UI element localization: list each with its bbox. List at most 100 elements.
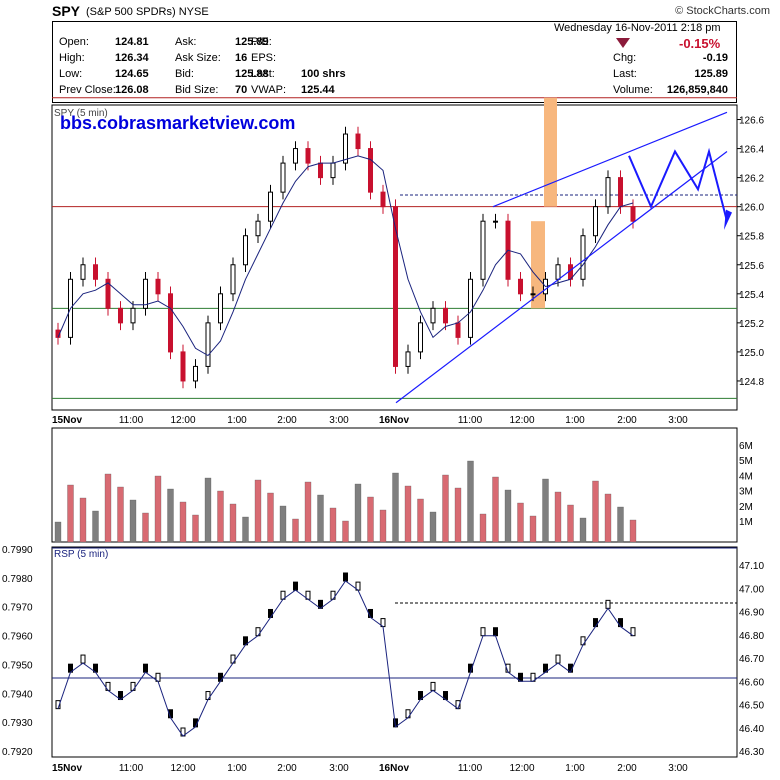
volume-bar — [117, 486, 124, 543]
quote-label: Open: — [59, 36, 89, 48]
volume-bar — [67, 484, 74, 543]
candle — [205, 322, 211, 367]
candle — [593, 206, 598, 237]
volume-bar — [604, 493, 612, 543]
volume-bar — [404, 485, 412, 543]
x-tick-label: 1:00 — [565, 415, 585, 426]
rsp-x-tick-label: 3:00 — [329, 763, 349, 774]
candle — [618, 177, 623, 208]
change-percent: -0.15% — [679, 36, 721, 51]
volume-bar — [254, 479, 262, 543]
source-logo: © StockCharts.com — [675, 5, 770, 17]
quote-value: 70 — [235, 84, 248, 96]
volume-tick-label: 6M — [739, 441, 753, 452]
candle — [530, 293, 536, 296]
quote-label: Last: — [251, 68, 275, 80]
volume-bar — [479, 513, 487, 543]
quote-value: 124.81 — [115, 36, 149, 48]
x-tick-label: 1:00 — [227, 415, 247, 426]
candle — [555, 264, 561, 280]
volume-bar — [279, 505, 287, 543]
candle — [493, 220, 498, 223]
candle — [243, 235, 248, 266]
moving-average-line — [57, 155, 634, 357]
candle — [405, 351, 411, 367]
volume-bar — [629, 519, 637, 543]
rsp-candle — [430, 681, 436, 691]
rsp-left-tick: 0.7940 — [2, 689, 33, 700]
volume-tick-label: 3M — [739, 487, 753, 498]
quote-value: 126.34 — [115, 52, 149, 64]
volume-bar — [229, 503, 237, 543]
volume-bar — [617, 506, 624, 543]
candle — [118, 307, 123, 324]
candle — [280, 162, 286, 193]
volume-bar — [154, 475, 162, 543]
candle — [193, 365, 198, 382]
volume-bar — [167, 488, 174, 543]
site-annotation: bbs.cobrasmarketview.com — [60, 113, 295, 133]
volume-bar — [192, 514, 199, 543]
quote-label: Chg: — [613, 52, 637, 64]
x-tick-label: 2:00 — [277, 415, 297, 426]
candle — [343, 133, 348, 164]
quote-value: 126,859,840 — [666, 84, 728, 96]
candle — [355, 133, 361, 150]
candle — [418, 322, 423, 353]
rsp-candle — [343, 572, 348, 582]
x-tick-label: 16Nov — [379, 415, 409, 426]
y-tick-label: 126.4 — [739, 145, 764, 156]
volume-bar — [392, 472, 399, 543]
candle — [155, 278, 161, 295]
rsp-x-tick-label: 2:00 — [277, 763, 297, 774]
rsp-right-tick: 46.40 — [739, 724, 764, 735]
candle — [230, 264, 236, 295]
volume-bar — [92, 510, 99, 543]
rsp-candle — [293, 581, 298, 591]
projection-zigzag — [628, 147, 728, 222]
volume-bar — [104, 473, 112, 543]
quote-date: Wednesday 16-Nov-2011 2:18 pm — [554, 22, 721, 34]
rsp-right-tick: 47.00 — [739, 584, 764, 595]
rsp-x-tick-label: 11:00 — [119, 763, 144, 774]
rsp-right-tick: 46.70 — [739, 654, 764, 665]
price-pane-title: SPY (5 min) — [54, 108, 108, 119]
candle — [255, 220, 261, 237]
volume-bar — [79, 497, 87, 543]
rsp-x-tick-label: 2:00 — [617, 763, 637, 774]
volume-bar — [517, 502, 524, 543]
rsp-x-tick-label: 1:00 — [565, 763, 585, 774]
volume-bar — [267, 492, 274, 543]
quote-label: P/E: — [251, 36, 272, 48]
candle — [80, 264, 86, 280]
y-tick-label: 125.0 — [739, 348, 764, 359]
volume-tick-label: 2M — [739, 502, 753, 513]
y-tick-label: 125.8 — [739, 232, 764, 243]
volume-bar — [329, 507, 337, 543]
rsp-left-tick: 0.7930 — [2, 718, 33, 729]
candle — [443, 307, 448, 324]
quote-label: VWAP: — [251, 84, 287, 96]
y-tick-label: 125.4 — [739, 290, 764, 301]
quote-header: SPY (S&P 500 SPDRs) NYSE © StockCharts.c… — [0, 0, 780, 105]
candle — [218, 293, 223, 324]
volume-bar — [542, 478, 549, 543]
rsp-right-tick: 46.90 — [739, 608, 764, 619]
rsp-candle — [493, 627, 498, 637]
volume-bar — [529, 515, 537, 543]
volume-bar — [242, 516, 249, 543]
candle — [305, 148, 311, 164]
candle — [168, 293, 173, 353]
symbol-description: (S&P 500 SPDRs) NYSE — [86, 6, 209, 18]
rsp-left-tick: 0.7920 — [2, 747, 33, 758]
candle — [105, 278, 111, 309]
orange-box — [531, 221, 545, 309]
volume-bar — [354, 483, 362, 543]
volume-bar — [454, 487, 462, 543]
x-tick-label: 2:00 — [617, 415, 637, 426]
volume-bar — [204, 477, 212, 543]
volume-bar — [429, 511, 437, 543]
volume-bar — [379, 509, 387, 543]
candle — [455, 322, 461, 338]
